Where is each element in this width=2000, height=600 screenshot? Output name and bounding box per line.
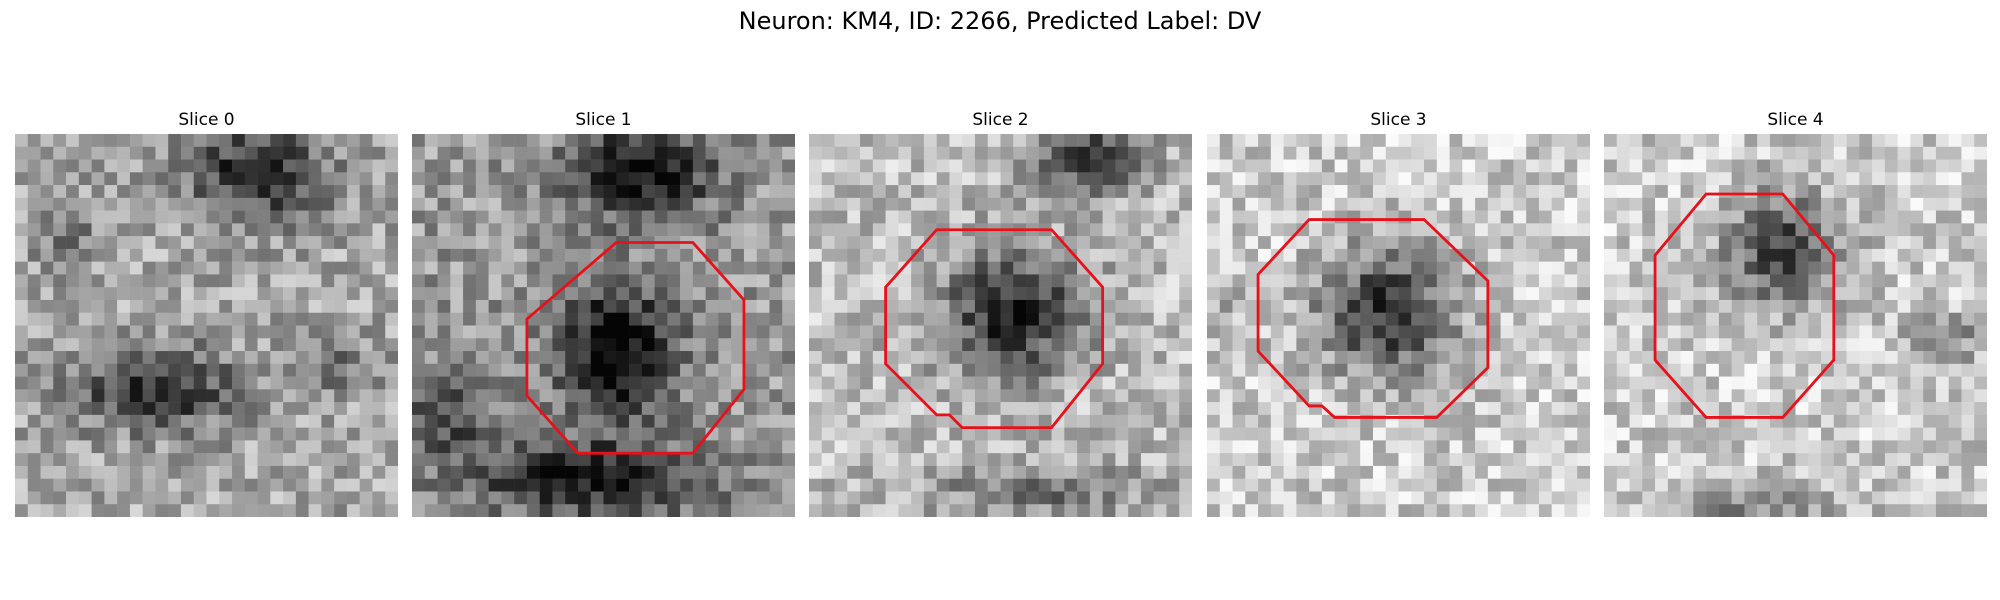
slice-4-grid (1604, 134, 1987, 517)
slice-image-1 (412, 134, 795, 517)
slice-panel-0: Slice 0 (15, 110, 398, 517)
slice-title-4: Slice 4 (1767, 110, 1824, 130)
slice-image-2 (809, 134, 1192, 517)
slice-title-3: Slice 3 (1370, 110, 1427, 130)
slice-3-grid (1207, 134, 1590, 517)
contour-outline-4 (1653, 192, 1836, 419)
slice-title-0: Slice 0 (178, 110, 235, 130)
slice-image-4 (1604, 134, 1987, 517)
slice-panel-3: Slice 3 (1207, 110, 1590, 517)
slice-0-grid (15, 134, 398, 517)
slice-panel-2: Slice 2 (809, 110, 1192, 517)
contour-outline-1 (525, 241, 746, 455)
contour-outline-3 (1256, 218, 1490, 419)
figure-title: Neuron: KM4, ID: 2266, Predicted Label: … (738, 7, 1262, 35)
slice-panel-1: Slice 1 (412, 110, 795, 517)
slice-image-3 (1207, 134, 1590, 517)
slice-title-2: Slice 2 (972, 110, 1029, 130)
contour-outline-2 (884, 228, 1105, 430)
slice-image-0 (15, 134, 398, 517)
slice-title-1: Slice 1 (575, 110, 632, 130)
slice-2-grid (809, 134, 1192, 517)
slice-1-grid (412, 134, 795, 517)
slice-panel-4: Slice 4 (1604, 110, 1987, 517)
